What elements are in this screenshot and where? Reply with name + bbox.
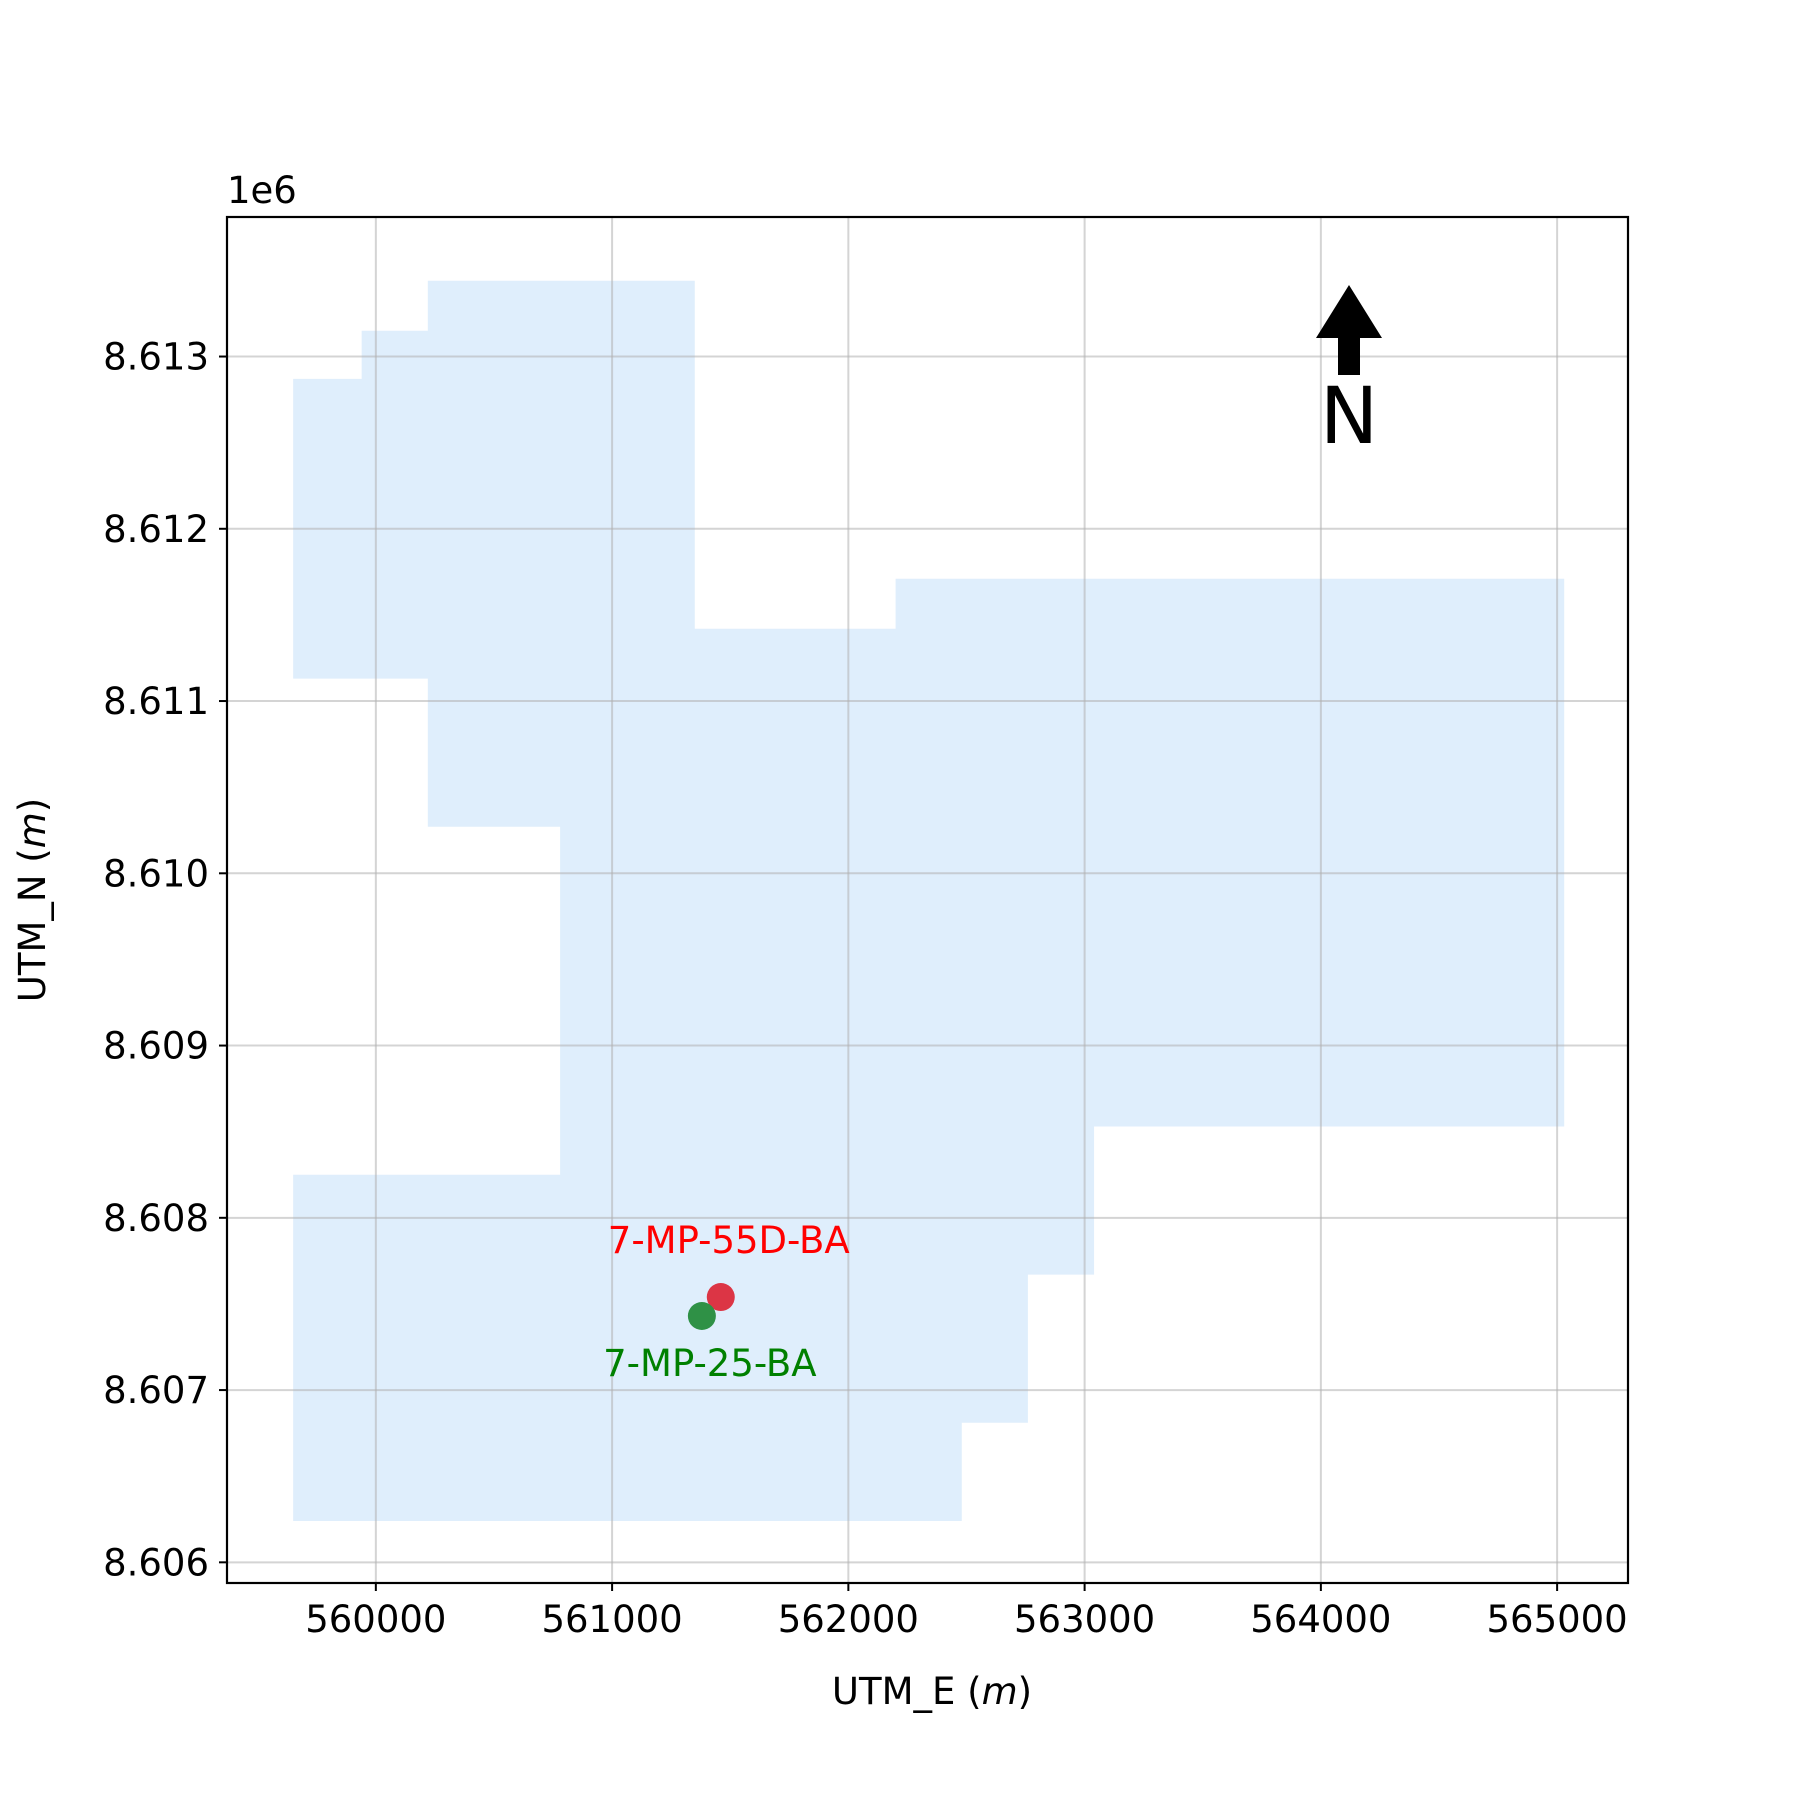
x-tick-label: 563000	[1014, 1598, 1155, 1641]
well-marker	[706, 1283, 735, 1312]
y-axis-offset-label: 1e6	[227, 169, 297, 212]
y-tick-label: 8.609	[103, 1025, 209, 1068]
x-axis-ticks: 560000 561000 562000 563000 564000 565000	[305, 1583, 1628, 1641]
x-axis-label-text: UTM_E	[832, 1670, 955, 1713]
x-tick-label: 560000	[305, 1598, 446, 1641]
well-label: 7-MP-55D-BA	[608, 1219, 850, 1262]
x-axis-unit: m	[982, 1670, 1018, 1713]
y-tick-label: 8.608	[103, 1197, 209, 1240]
y-tick-label: 8.606	[103, 1541, 209, 1584]
y-axis-ticks: 8.606 8.607 8.608 8.609 8.610 8.611 8.612 8.613	[103, 336, 227, 1584]
x-axis-label: UTM_E (m)	[832, 1670, 1032, 1713]
x-tick-label: 565000	[1486, 1598, 1627, 1641]
y-axis-label-text: UTM_N	[11, 874, 54, 1002]
y-tick-label: 8.612	[103, 508, 209, 551]
y-axis-label: UTM_N (m)	[11, 798, 54, 1002]
study-area-layer	[293, 280, 1565, 1521]
study-area-polygon	[293, 280, 1565, 1521]
y-axis-unit: m	[11, 812, 54, 848]
y-tick-label: 8.611	[103, 680, 209, 723]
x-tick-label: 561000	[541, 1598, 682, 1641]
north-arrow: N	[1316, 285, 1382, 462]
x-tick-label: 562000	[778, 1598, 919, 1641]
north-arrow-icon	[1316, 285, 1382, 375]
grid-layer	[227, 217, 1628, 1583]
well-label: 7-MP-25-BA	[603, 1342, 816, 1385]
y-tick-label: 8.610	[103, 852, 209, 895]
well-marker	[687, 1302, 716, 1331]
y-tick-label: 8.607	[103, 1369, 209, 1412]
y-tick-label: 8.613	[103, 336, 209, 379]
north-label: N	[1320, 372, 1378, 462]
x-tick-label: 564000	[1250, 1598, 1391, 1641]
plot-frame	[225, 215, 1630, 1585]
well-points-layer: 7-MP-55D-BA 7-MP-25-BA	[603, 1219, 850, 1385]
